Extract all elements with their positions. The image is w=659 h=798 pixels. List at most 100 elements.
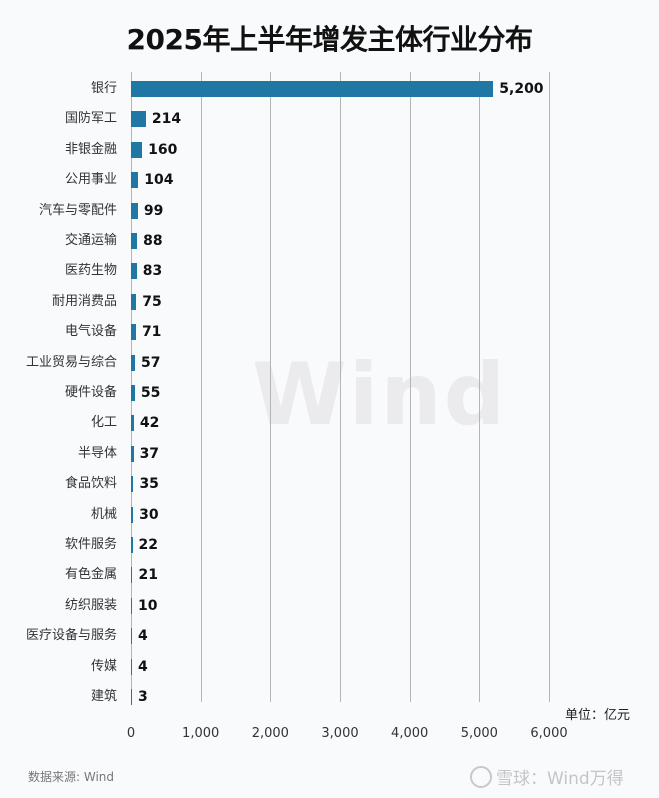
bar	[131, 689, 132, 705]
bar	[131, 324, 136, 341]
gridline	[340, 72, 341, 702]
chart-title: 2025年上半年增发主体行业分布	[126, 23, 533, 56]
value-label: 22	[138, 537, 159, 553]
x-tick-label: 4,000	[391, 726, 429, 741]
category-label: 软件服务	[64, 537, 117, 552]
unit-label: 单位：亿元	[565, 708, 631, 723]
value-label: 75	[142, 293, 162, 310]
brand-text: 雪球：Wind万得	[496, 769, 624, 789]
bar	[131, 445, 134, 462]
x-tick-label: 6,000	[530, 726, 568, 741]
x-tick-label: 1,000	[182, 726, 220, 741]
x-tick-label: 2,000	[251, 726, 289, 741]
category-label: 机械	[90, 506, 117, 522]
bar-row: 非银金融 160	[0, 141, 659, 159]
bar-row: 汽车与零配件 99	[0, 202, 659, 220]
x-tick-label: 0	[126, 726, 136, 741]
x-tick-label: 5,000	[460, 726, 498, 741]
bar-row: 公用事业 104	[0, 171, 659, 189]
value-label: 57	[140, 354, 161, 371]
value-label: 3	[138, 689, 148, 705]
bar-row: 半导体 37	[0, 445, 659, 463]
gridline	[409, 72, 411, 702]
category-label: 半导体	[77, 445, 117, 461]
value-label: 88	[143, 233, 163, 249]
category-label: 国防军工	[64, 111, 117, 127]
category-label: 耐用消费品	[51, 293, 117, 309]
bar-row: 耐用消费品 75	[0, 293, 659, 311]
value-label: 99	[143, 202, 164, 219]
bar-row: 化工 42	[0, 414, 659, 432]
bar	[131, 415, 134, 432]
gridline	[479, 72, 481, 702]
bar	[131, 293, 137, 310]
bar-row: 银行 5,200	[0, 80, 659, 98]
bar	[131, 354, 135, 371]
source-note: 数据来源: Wind	[28, 770, 115, 784]
bar	[131, 537, 133, 553]
category-label: 汽车与零配件	[38, 202, 117, 218]
value-label: 35	[139, 476, 159, 493]
bar	[131, 233, 138, 249]
bar	[131, 263, 137, 280]
bar	[131, 202, 138, 219]
category-label: 纺织服装	[64, 597, 117, 613]
category-label: 传媒	[90, 658, 117, 674]
bar-row: 纺织服装 10	[0, 597, 659, 615]
value-label: 42	[139, 415, 160, 432]
bar-row: 医药生物 83	[0, 262, 659, 280]
bar-row: 工业贸易与综合 57	[0, 354, 659, 372]
category-label: 有色金属	[64, 567, 117, 583]
bar	[131, 597, 132, 614]
xueqiu-logo-icon	[470, 766, 492, 788]
category-label: 食品饮料	[64, 476, 117, 492]
value-label: 214	[151, 111, 182, 128]
gridline	[200, 72, 202, 702]
bar-row: 建筑 3	[0, 688, 659, 706]
bar-row: 交通运输 88	[0, 232, 659, 250]
bar-row: 硬件设备 55	[0, 384, 659, 402]
bar-row: 有色金属 21	[0, 566, 659, 584]
brand-watermark: 雪球：Wind万得	[470, 764, 624, 790]
bar	[131, 506, 134, 523]
gridline	[549, 72, 550, 702]
category-label: 医疗设备与服务	[25, 628, 117, 644]
value-label: 83	[142, 263, 163, 280]
bar-row: 国防军工 214	[0, 110, 659, 128]
gridline	[270, 72, 272, 702]
bar	[131, 141, 143, 158]
value-label: 4	[138, 658, 148, 675]
value-label: 30	[139, 506, 159, 523]
value-label: 5,200	[499, 81, 544, 97]
value-label: 4	[138, 628, 148, 645]
bar-row: 医疗设备与服务 4	[0, 627, 659, 645]
bar	[131, 81, 494, 97]
bar-row: 电气设备 71	[0, 323, 659, 341]
wind-background-watermark: Wind	[252, 345, 508, 445]
bar-row: 机械 30	[0, 506, 659, 524]
x-tick-label: 3,000	[321, 726, 359, 741]
bar	[131, 172, 139, 189]
value-label: 21	[138, 567, 158, 584]
bar	[131, 628, 132, 645]
category-label: 建筑	[90, 689, 117, 704]
bar	[131, 567, 133, 584]
category-label: 银行	[90, 81, 117, 96]
bar	[131, 476, 134, 493]
category-label: 公用事业	[64, 172, 117, 188]
value-label: 160	[148, 141, 178, 158]
bar-row: 传媒 4	[0, 658, 659, 676]
category-label: 硬件设备	[64, 385, 117, 400]
bar	[131, 658, 132, 675]
value-label: 55	[140, 385, 161, 401]
bar-row: 软件服务 22	[0, 536, 659, 554]
value-label: 10	[138, 597, 158, 614]
value-label: 104	[144, 172, 174, 189]
value-label: 37	[139, 445, 160, 462]
category-label: 医药生物	[64, 263, 117, 279]
bar	[131, 385, 135, 401]
value-label: 71	[141, 324, 162, 341]
category-label: 电气设备	[64, 324, 117, 340]
bar-row: 食品饮料 35	[0, 475, 659, 493]
bar	[131, 111, 146, 128]
